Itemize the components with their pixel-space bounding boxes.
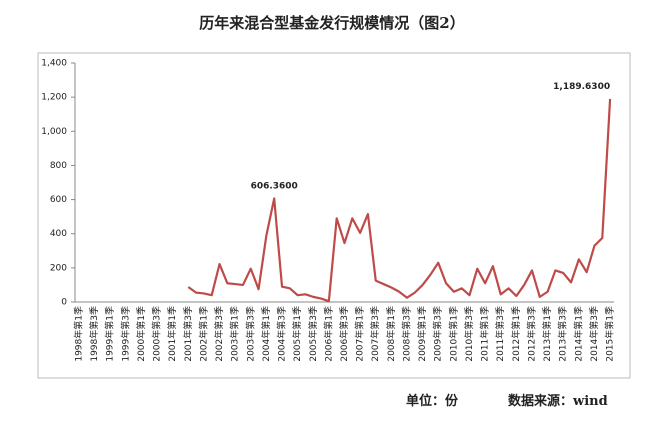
- x-tick-label: 2012年第1季: [510, 306, 522, 362]
- x-tick-label: 2010年第3季: [463, 306, 475, 362]
- x-tick-label: 2015年第1季: [604, 306, 616, 362]
- data-line: [187, 98, 612, 303]
- x-tick-label: 1999年第1季: [104, 306, 116, 362]
- x-tick-label: 2006年第1季: [322, 306, 334, 362]
- x-tick-label: 2005年第3季: [307, 306, 319, 362]
- y-tick-label: 1,000: [41, 127, 67, 137]
- x-tick-label: 2008年第1季: [385, 306, 397, 362]
- x-tick-label: 2003年第1季: [229, 306, 241, 362]
- x-tick-label: 1999年第3季: [119, 306, 131, 362]
- x-tick-label: 2007年第1季: [354, 306, 366, 362]
- x-tick-label: 2009年第1季: [416, 306, 428, 362]
- y-tick-label: 200: [50, 263, 67, 273]
- data-label: 606.3600: [251, 181, 298, 191]
- x-tick-label: 2008年第3季: [400, 306, 412, 362]
- y-tick-label: 1,400: [41, 59, 67, 69]
- x-tick-label: 2004年第1季: [260, 306, 272, 362]
- x-tick-label: 2011年第3季: [494, 306, 506, 362]
- x-tick-label: 2001年第3季: [182, 306, 194, 362]
- x-tick-label: 2009年第3季: [432, 306, 444, 362]
- y-tick-label: 1,200: [41, 93, 67, 103]
- y-tick-label: 0: [61, 298, 67, 308]
- x-tick-label: 2010年第1季: [447, 306, 459, 362]
- x-tick-label: 2000年第3季: [151, 306, 163, 362]
- x-tick-label: 2006年第3季: [338, 306, 350, 362]
- x-tick-label: 2003年第3季: [244, 306, 256, 362]
- y-tick-label: 600: [50, 195, 67, 205]
- x-tick-label: 1998年第1季: [72, 306, 84, 362]
- x-tick-label: 2005年第1季: [291, 306, 303, 362]
- x-tick-label: 2004年第3季: [276, 306, 288, 362]
- x-tick-label: 2013年第3季: [557, 306, 569, 362]
- x-tick-label: 2011年第1季: [479, 306, 491, 362]
- y-tick-label: 400: [50, 229, 67, 239]
- x-tick-label: 2002年第1季: [197, 306, 209, 362]
- x-tick-label: 2001年第1季: [166, 306, 178, 362]
- x-tick-label: 2000年第1季: [135, 306, 147, 362]
- chart-frame: [37, 52, 631, 379]
- x-tick-label: 2013年第1季: [541, 306, 553, 362]
- x-tick-label: 2007年第3季: [369, 306, 381, 362]
- x-tick-label: 2014年第3季: [588, 306, 600, 362]
- data-label: 1,189.6300: [553, 82, 610, 92]
- x-tick-label: 2002年第3季: [213, 306, 225, 362]
- chart-title: 历年来混合型基金发行规模情况（图2）: [199, 14, 464, 32]
- unit-note: 单位：份: [406, 393, 459, 409]
- x-tick-label: 2014年第1季: [572, 306, 584, 362]
- y-tick-label: 800: [50, 161, 67, 171]
- x-tick-label: 2012年第3季: [525, 306, 537, 362]
- source-note: 数据来源：wind: [508, 393, 608, 409]
- x-tick-label: 1998年第3季: [88, 306, 100, 362]
